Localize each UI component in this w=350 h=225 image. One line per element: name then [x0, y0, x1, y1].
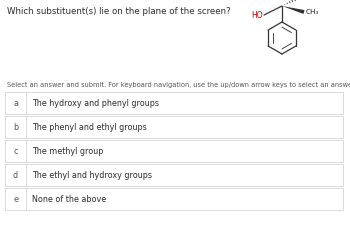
Text: a: a [13, 99, 18, 108]
Text: The phenyl and ethyl groups: The phenyl and ethyl groups [32, 122, 147, 131]
Text: Which substituent(s) lie on the plane of the screen?: Which substituent(s) lie on the plane of… [7, 7, 231, 16]
FancyBboxPatch shape [5, 140, 343, 162]
Text: The ethyl and hydroxy groups: The ethyl and hydroxy groups [32, 171, 152, 180]
Text: d: d [13, 171, 18, 180]
FancyBboxPatch shape [5, 164, 343, 186]
FancyBboxPatch shape [5, 188, 343, 210]
Text: CH₃: CH₃ [306, 9, 319, 15]
Text: The hydroxy and phenyl groups: The hydroxy and phenyl groups [32, 99, 159, 108]
FancyBboxPatch shape [5, 92, 343, 114]
Text: None of the above: None of the above [32, 194, 106, 203]
Polygon shape [282, 6, 304, 14]
Text: e: e [13, 194, 18, 203]
Text: c: c [13, 146, 18, 155]
Text: The methyl group: The methyl group [32, 146, 103, 155]
Text: b: b [13, 122, 18, 131]
FancyBboxPatch shape [5, 116, 343, 138]
Text: Select an answer and submit. For keyboard navigation, use the up/down arrow keys: Select an answer and submit. For keyboar… [7, 82, 350, 88]
Text: HO: HO [251, 11, 262, 20]
